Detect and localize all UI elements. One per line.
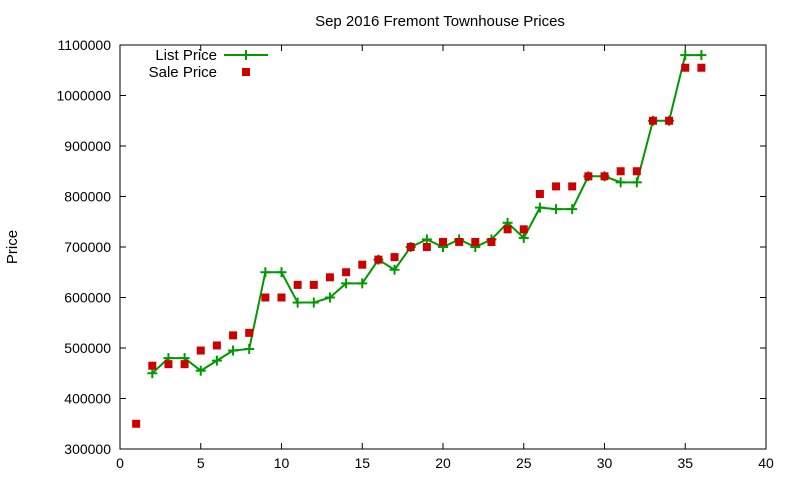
sale-price-point: [148, 361, 157, 370]
x-tick-label: 10: [274, 455, 290, 471]
legend-label: List Price: [155, 47, 217, 64]
list-price-point: [696, 50, 707, 61]
sale-price-point: [293, 280, 302, 289]
sale-price-point: [180, 360, 189, 369]
x-axis: 0 5 10 15 20 25 30 35 40: [116, 45, 774, 471]
sale-price-point: [374, 255, 383, 264]
sale-price-point: [552, 182, 561, 191]
chart-title: Sep 2016 Fremont Townhouse Prices: [315, 13, 565, 30]
sale-price-point: [406, 243, 415, 251]
y-tick-label: 600000: [64, 290, 111, 306]
sale-price-point: [519, 225, 528, 234]
list-price-point: [308, 297, 319, 308]
sale-price-point: [229, 331, 238, 340]
list-price-point: [680, 50, 691, 61]
y-tick-label: 500000: [64, 340, 111, 356]
sale-price-point: [535, 189, 544, 198]
y-tick-label: 400000: [64, 391, 111, 407]
x-tick-label: 40: [758, 455, 774, 471]
list-price-point: [292, 297, 303, 308]
sale-price-point: [471, 237, 480, 246]
x-tick-label: 35: [677, 455, 693, 471]
y-axis: 300000 400000 500000 600000 700000 800000 9000…: [56, 37, 766, 457]
sale-price-point: [164, 360, 173, 369]
sale-price-point: [212, 341, 221, 350]
list-price-point: [551, 204, 562, 215]
list-price-point: [341, 278, 352, 289]
legend-square-swatch: [242, 68, 250, 76]
sale-price-point: [503, 225, 512, 234]
x-tick-label: 0: [116, 455, 124, 471]
sale-price-point: [132, 419, 141, 428]
series-list-price: [147, 50, 707, 379]
y-tick-label: 800000: [64, 189, 111, 205]
list-price-point: [534, 202, 545, 213]
sale-price-point: [632, 167, 641, 176]
sale-price-point: [245, 328, 254, 337]
list-price-point: [389, 264, 400, 275]
y-axis-title: Price: [4, 230, 21, 264]
series-layer: [132, 50, 707, 428]
sale-price-point: [648, 116, 657, 125]
list-price-point: [567, 204, 578, 215]
sale-price-point: [697, 63, 706, 72]
x-tick-label: 25: [516, 455, 532, 471]
list-price-point: [195, 365, 206, 376]
y-tick-label: 1100000: [58, 37, 112, 53]
sale-price-point: [358, 260, 367, 269]
sale-price-point: [325, 273, 334, 282]
list-price-point: [615, 177, 626, 188]
series-sale-price: [132, 63, 706, 428]
list-price-point: [244, 344, 255, 355]
sale-price-point: [422, 243, 431, 251]
sale-price-point: [568, 182, 577, 191]
list-price-point: [228, 345, 239, 356]
x-tick-label: 30: [597, 455, 613, 471]
x-tick-label: 5: [197, 455, 205, 471]
sale-price-point: [455, 237, 464, 246]
y-tick-label: 300000: [64, 441, 111, 457]
list-price-point: [276, 267, 287, 278]
list-price-point: [211, 355, 222, 366]
sale-price-point: [584, 172, 593, 181]
sale-price-point: [309, 280, 318, 289]
list-price-point: [147, 368, 158, 379]
sale-price-point: [600, 172, 609, 181]
y-tick-label: 700000: [64, 239, 111, 255]
list-price-point: [518, 232, 529, 243]
list-price-point: [631, 177, 642, 188]
sale-price-point: [665, 116, 674, 125]
sale-price-point: [196, 346, 205, 355]
list-price-point: [421, 234, 432, 245]
legend-label: Sale Price: [149, 64, 217, 81]
sale-price-point: [616, 167, 625, 176]
sale-price-point: [681, 63, 690, 72]
y-tick-label: 1000000: [56, 88, 111, 104]
list-price-point: [260, 267, 271, 278]
sale-price-point: [390, 253, 399, 262]
x-tick-label: 15: [354, 455, 370, 471]
list-price-point: [324, 292, 335, 303]
sale-price-point: [342, 268, 351, 277]
x-tick-label: 20: [435, 455, 451, 471]
sale-price-point: [487, 237, 496, 246]
y-tick-label: 900000: [64, 138, 111, 154]
sale-price-point: [261, 293, 270, 302]
list-price-point: [357, 278, 368, 289]
sale-price-point: [439, 237, 447, 246]
sale-price-point: [277, 293, 286, 302]
list-price-line: [151, 54, 702, 374]
